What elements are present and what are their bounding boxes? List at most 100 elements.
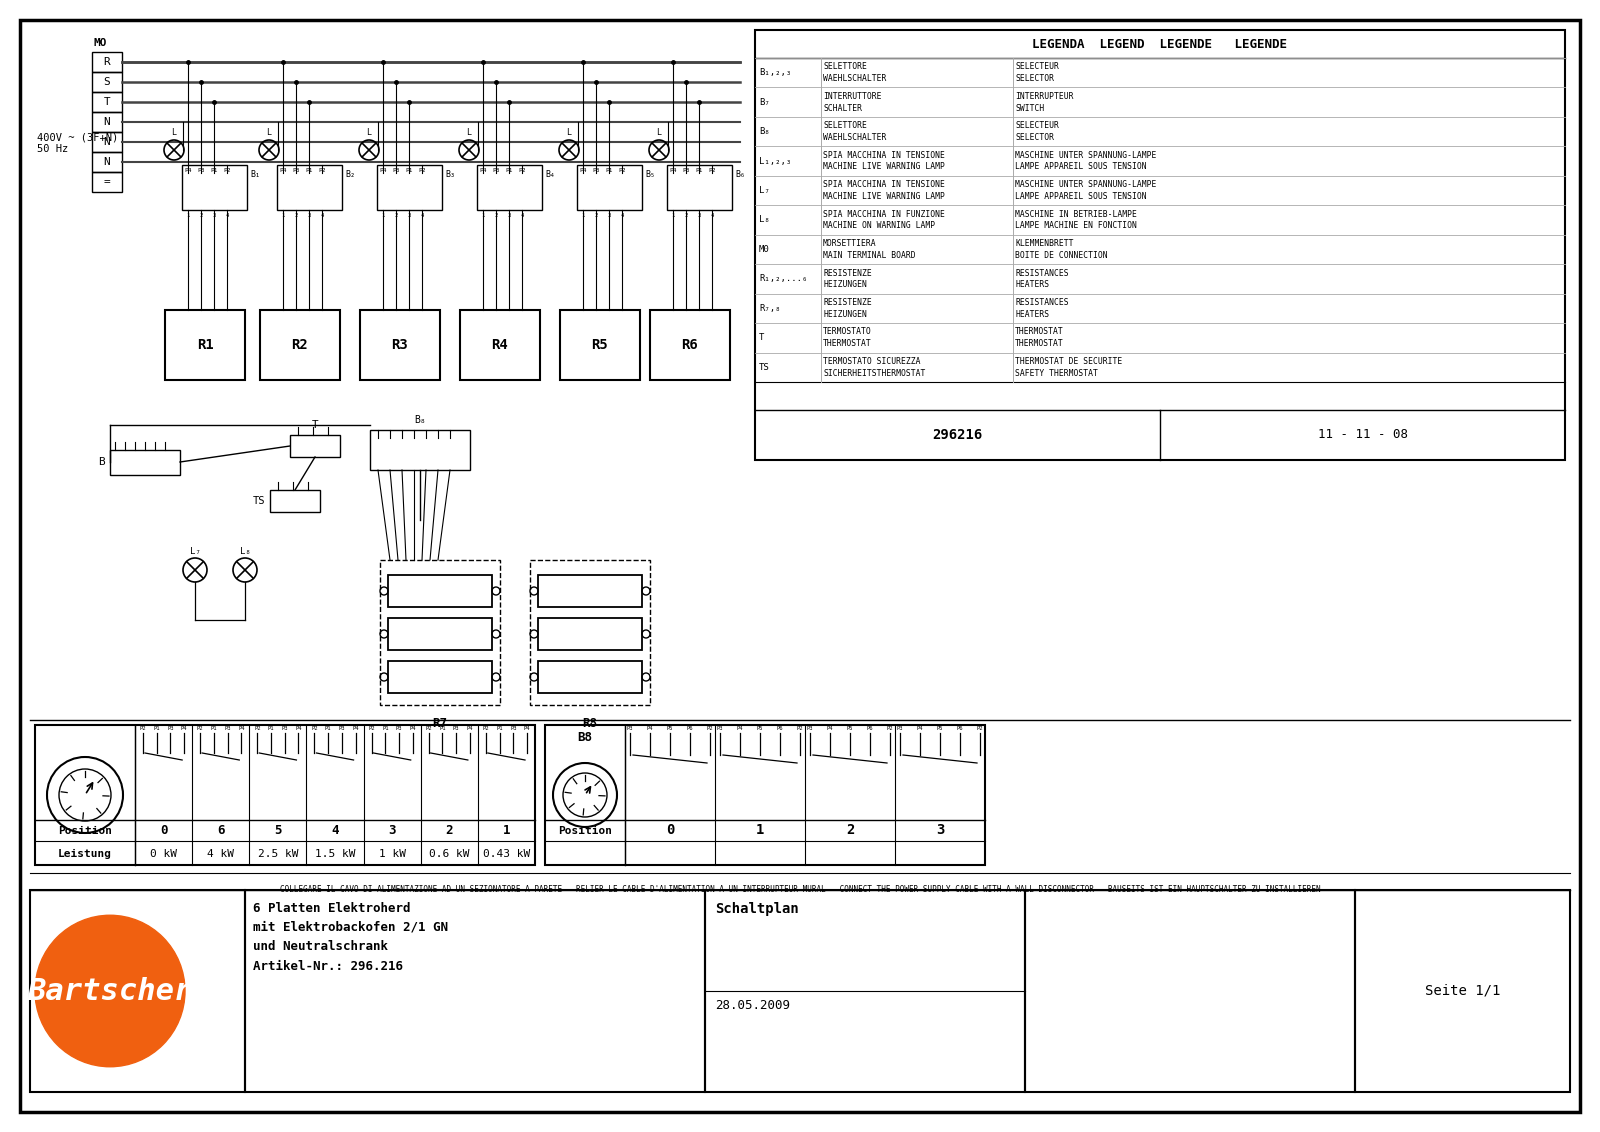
Text: P1: P1 (506, 168, 512, 173)
Text: 2: 2 (200, 213, 203, 218)
Bar (93, 132, 122, 152)
Text: COLLEGARE IL CAVO DI ALIMENTAZIONE AD UN SEZIONATORE A PARETE - RELIER LE CABLE : COLLEGARE IL CAVO DI ALIMENTAZIONE AD UN… (280, 885, 1320, 894)
Text: P4: P4 (917, 726, 923, 731)
Text: T: T (758, 333, 765, 342)
Bar (182, 165, 246, 211)
Text: INTERRUTTORE: INTERRUTTORE (822, 92, 882, 101)
Text: P4: P4 (410, 726, 416, 731)
Text: SELETTORE: SELETTORE (822, 121, 867, 130)
Text: R2: R2 (291, 338, 309, 352)
Text: P4: P4 (184, 168, 192, 173)
Text: HEATERS: HEATERS (1014, 281, 1050, 290)
Text: 4 kW: 4 kW (208, 849, 234, 859)
Bar (93, 112, 122, 132)
Text: T: T (104, 97, 110, 108)
Text: 3: 3 (389, 824, 395, 837)
Text: P4: P4 (646, 726, 653, 731)
Bar (755, 31, 1565, 460)
Bar (93, 172, 122, 192)
Text: MORSETTIERA: MORSETTIERA (822, 239, 877, 248)
Bar (370, 430, 470, 470)
Text: 1 kW: 1 kW (379, 849, 406, 859)
Text: P2: P2 (139, 726, 146, 731)
Text: 6: 6 (218, 824, 224, 837)
Bar (1355, 890, 1570, 1092)
Text: 3: 3 (507, 213, 510, 218)
Text: B₆: B₆ (734, 170, 746, 179)
Bar (93, 72, 122, 92)
Bar (538, 618, 642, 650)
Text: S: S (104, 77, 110, 87)
Ellipse shape (35, 916, 186, 1066)
Text: HEIZUNGEN: HEIZUNGEN (822, 310, 867, 319)
Text: P3: P3 (392, 168, 400, 173)
Text: 2: 2 (394, 213, 398, 218)
Text: SPIA MACCHINA IN TENSIONE: SPIA MACCHINA IN TENSIONE (822, 151, 946, 160)
Text: P3: P3 (896, 726, 904, 731)
Text: 1: 1 (502, 824, 510, 837)
Text: P4: P4 (352, 726, 358, 731)
Bar (538, 575, 642, 607)
Text: 0.43 kW: 0.43 kW (483, 849, 530, 859)
Text: P3: P3 (592, 168, 600, 173)
Text: P1: P1 (605, 168, 613, 173)
Text: P1: P1 (306, 168, 312, 173)
Text: P6: P6 (776, 726, 784, 731)
Bar (1026, 890, 1355, 1092)
Text: P4: P4 (294, 726, 302, 731)
Text: B₁: B₁ (250, 170, 259, 179)
Text: M0: M0 (758, 245, 770, 254)
Text: P5: P5 (846, 726, 853, 731)
Text: P2: P2 (318, 168, 326, 173)
Text: P1: P1 (696, 168, 702, 173)
Bar (165, 310, 245, 380)
Text: 4: 4 (520, 213, 523, 218)
Bar (378, 165, 442, 211)
Text: B₈: B₈ (414, 415, 426, 424)
Text: P1: P1 (211, 726, 218, 731)
Text: TERMOSTATO SICUREZZA: TERMOSTATO SICUREZZA (822, 357, 920, 366)
Text: 2.5 kW: 2.5 kW (258, 849, 298, 859)
Text: 2: 2 (294, 213, 298, 218)
Text: SCHALTER: SCHALTER (822, 103, 862, 112)
Text: P4: P4 (379, 168, 387, 173)
Text: WAEHLSCHALTER: WAEHLSCHALTER (822, 74, 886, 83)
Text: B₇: B₇ (758, 97, 770, 106)
Text: THERMOSTAT: THERMOSTAT (1014, 340, 1064, 349)
Text: HEIZUNGEN: HEIZUNGEN (822, 281, 867, 290)
Text: B₈: B₈ (758, 127, 770, 136)
Text: L: L (366, 128, 371, 137)
Text: L: L (171, 128, 176, 137)
Text: BOITE DE CONNECTION: BOITE DE CONNECTION (1014, 251, 1107, 260)
Text: P3: P3 (166, 726, 174, 731)
Text: 4: 4 (421, 213, 424, 218)
Text: P2: P2 (797, 726, 803, 731)
Text: 296216: 296216 (933, 428, 982, 441)
Text: 1: 1 (672, 213, 675, 218)
Bar (560, 310, 640, 380)
Bar (93, 92, 122, 112)
Text: 4: 4 (331, 824, 339, 837)
Text: L₁,₂,₃: L₁,₂,₃ (758, 156, 792, 165)
Text: Position: Position (58, 825, 112, 835)
Text: P3: P3 (293, 168, 299, 173)
Text: MAIN TERMINAL BOARD: MAIN TERMINAL BOARD (822, 251, 915, 260)
Text: P4: P4 (181, 726, 187, 731)
Text: P1: P1 (496, 726, 502, 731)
Bar (650, 310, 730, 380)
Text: R6: R6 (682, 338, 698, 352)
Text: P1: P1 (382, 726, 389, 731)
Text: P4: P4 (480, 168, 486, 173)
Text: P2: P2 (254, 726, 261, 731)
Text: L₇: L₇ (758, 186, 770, 195)
Text: T: T (312, 420, 318, 430)
Text: THERMOSTAT DE SECURITE: THERMOSTAT DE SECURITE (1014, 357, 1122, 366)
Text: SICHERHEITSTHERMOSTAT: SICHERHEITSTHERMOSTAT (822, 369, 925, 378)
Bar (360, 310, 440, 380)
Text: SWITCH: SWITCH (1014, 103, 1045, 112)
Text: R₇,₈: R₇,₈ (758, 303, 781, 312)
Bar (30, 890, 245, 1092)
Bar (530, 560, 650, 705)
Text: SELECTEUR: SELECTEUR (1014, 121, 1059, 130)
Text: P4: P4 (669, 168, 677, 173)
